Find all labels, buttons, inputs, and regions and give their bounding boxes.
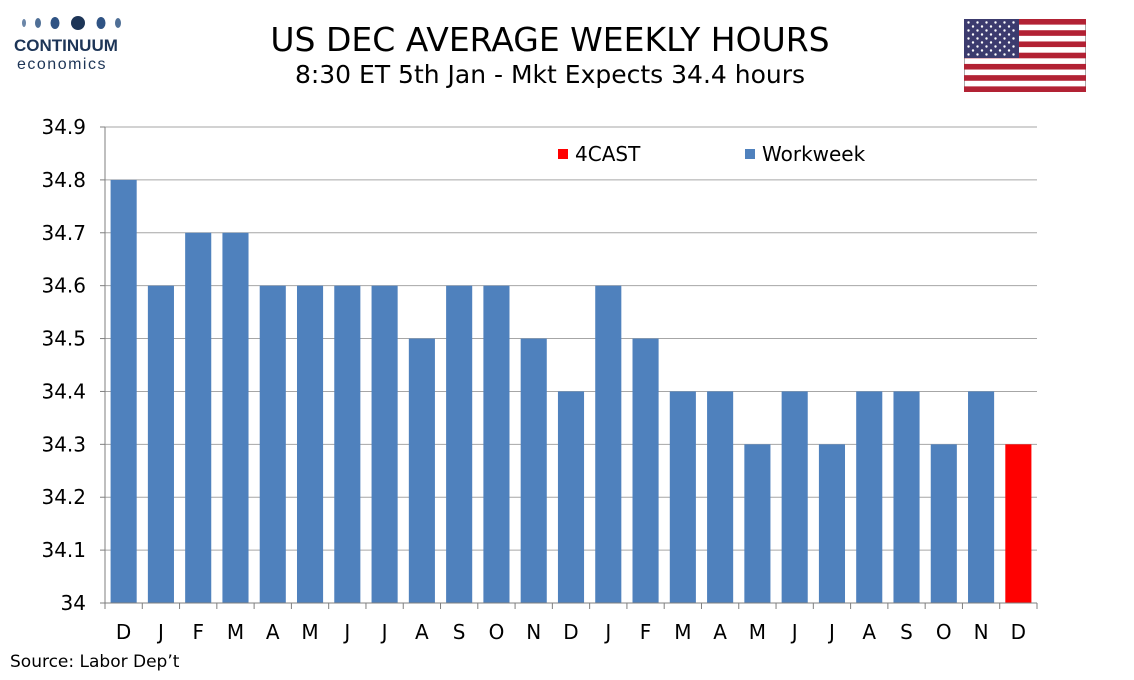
y-tick-label: 34.4: [41, 379, 86, 403]
workweek-bar: [520, 338, 547, 603]
x-tick-label: M: [227, 620, 244, 644]
workweek-bar: [483, 285, 510, 603]
x-tick-label: M: [749, 620, 766, 644]
legend-label: Workweek: [762, 142, 866, 166]
legend-swatch: [745, 149, 755, 159]
workweek-bar: [968, 391, 995, 603]
brand-name: CONTINUUM: [14, 36, 118, 55]
continuum-dots-logo-icon: [22, 16, 121, 30]
workweek-bar: [707, 391, 734, 603]
workweek-bar: [744, 444, 771, 603]
x-tick-label: N: [526, 620, 541, 644]
x-tick-label: J: [342, 620, 350, 644]
workweek-bar: [222, 232, 249, 603]
x-tick-label: M: [674, 620, 691, 644]
workweek-bar: [856, 391, 883, 603]
workweek-bar: [446, 285, 473, 603]
x-tick-label: D: [1011, 620, 1026, 644]
chart-title: US DEC AVERAGE WEEKLY HOURS: [270, 20, 830, 59]
chart-subtitle: 8:30 ET 5th Jan - Mkt Expects 34.4 hours: [294, 60, 806, 89]
legend: 4CAST Workweek: [558, 142, 866, 166]
x-tick-label: J: [827, 620, 835, 644]
y-tick-label: 34.8: [41, 168, 86, 192]
bars: [110, 179, 1032, 603]
x-tick-label: J: [603, 620, 611, 644]
x-tick-label: N: [974, 620, 989, 644]
x-tick-label: O: [489, 620, 505, 644]
workweek-bar: [334, 285, 361, 603]
us-flag-icon: [964, 19, 1086, 92]
workweek-bar: [259, 285, 286, 603]
workweek-bar: [781, 391, 808, 603]
x-tick-label: A: [862, 620, 876, 644]
x-tick-label: A: [713, 620, 727, 644]
x-tick-label: F: [640, 620, 652, 644]
workweek-bar: [818, 444, 846, 603]
source-note: Source: Labor Dep’t: [10, 652, 180, 672]
workweek-bar: [893, 391, 920, 603]
x-tick-label: D: [563, 620, 578, 644]
workweek-bar: [296, 285, 324, 603]
x-tick-label: J: [156, 620, 164, 644]
y-tick-label: 34.7: [41, 221, 86, 245]
y-tick-label: 34.5: [41, 327, 86, 351]
workweek-bar: [371, 285, 398, 603]
y-tick-label: 34.9: [41, 115, 86, 139]
x-tick-label: A: [266, 620, 280, 644]
y-tick-label: 34.6: [41, 274, 86, 298]
x-tick-label: O: [936, 620, 952, 644]
y-tick-label: 34.2: [41, 485, 86, 509]
brand-subtitle: economics: [17, 56, 107, 73]
legend-label: 4CAST: [575, 142, 641, 166]
x-tick-label: S: [900, 620, 913, 644]
workweek-bar: [110, 179, 137, 603]
x-tick-label: D: [116, 620, 131, 644]
continuum-logo: CONTINUUM economics: [10, 14, 140, 76]
x-tick-label: S: [453, 620, 466, 644]
axes: [100, 126, 1038, 609]
workweek-bar: [408, 338, 435, 603]
legend-swatch: [558, 149, 568, 159]
forecast-bar: [1005, 444, 1032, 603]
workweek-bar: [557, 391, 585, 603]
y-tick-label: 34: [61, 591, 86, 615]
y-axis-tick-labels: 34.9 34.8 34.7 34.6 34.5 34.4 34.3 34.2 34.1 34: [41, 115, 86, 615]
workweek-bar: [147, 285, 174, 603]
x-tick-label: J: [790, 620, 798, 644]
y-tick-label: 34.3: [41, 432, 86, 456]
x-tick-label: J: [380, 620, 388, 644]
workweek-bar: [632, 338, 659, 603]
x-tick-label: M: [301, 620, 318, 644]
workweek-bar: [185, 232, 212, 603]
workweek-bar: [595, 285, 622, 603]
workweek-bar: [669, 391, 696, 603]
workweek-bar: [930, 444, 957, 603]
x-tick-label: A: [415, 620, 429, 644]
x-tick-label: F: [192, 620, 204, 644]
y-tick-label: 34.1: [41, 538, 86, 562]
